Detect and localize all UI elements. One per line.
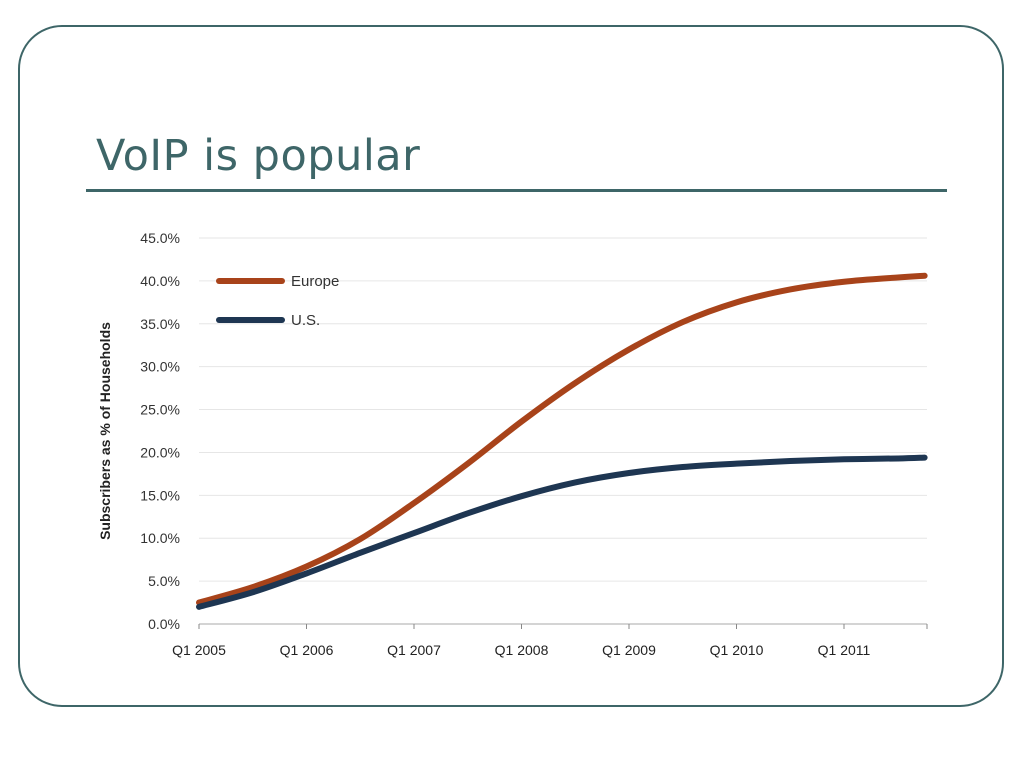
legend: Europe U.S. xyxy=(216,273,339,329)
x-tick-label: Q1 2008 xyxy=(495,642,549,658)
gridlines xyxy=(199,237,927,582)
title-underline xyxy=(86,189,947,192)
slide-frame xyxy=(18,25,1004,707)
y-tick-label: 10.0% xyxy=(140,530,180,546)
x-tick-label: Q1 2010 xyxy=(710,642,764,658)
legend-label-u-s: U.S. xyxy=(291,312,320,329)
series-line-u-s xyxy=(196,454,928,610)
axes: 0.0% 5.0% 10.0% 15.0% 20.0% 25.0% 30.0% 35.0% 40… xyxy=(97,230,928,658)
x-tick-label: Q1 2007 xyxy=(387,642,441,658)
y-tick-label: 45.0% xyxy=(140,230,180,246)
y-tick-label: 5.0% xyxy=(148,573,180,589)
y-axis-title: Subscribers as % of Households xyxy=(97,322,113,540)
x-tick-label: Q1 2006 xyxy=(280,642,334,658)
x-tick-label: Q1 2011 xyxy=(818,642,871,658)
y-tick-label: 40.0% xyxy=(140,273,180,289)
x-tick-label: Q1 2005 xyxy=(172,642,226,658)
y-tick-label: 0.0% xyxy=(148,616,180,632)
legend-label-europe: Europe xyxy=(291,273,339,290)
y-tick-label: 15.0% xyxy=(140,487,180,503)
series-lines xyxy=(196,272,928,610)
y-tick-label: 30.0% xyxy=(140,359,180,375)
x-tick-label: Q1 2009 xyxy=(602,642,656,658)
slide-title: VoIP is popular xyxy=(96,131,421,181)
series-line-europe xyxy=(196,272,928,606)
y-tick-label: 20.0% xyxy=(140,444,180,460)
y-tick-label: 25.0% xyxy=(140,402,180,418)
y-tick-label: 35.0% xyxy=(140,316,180,332)
